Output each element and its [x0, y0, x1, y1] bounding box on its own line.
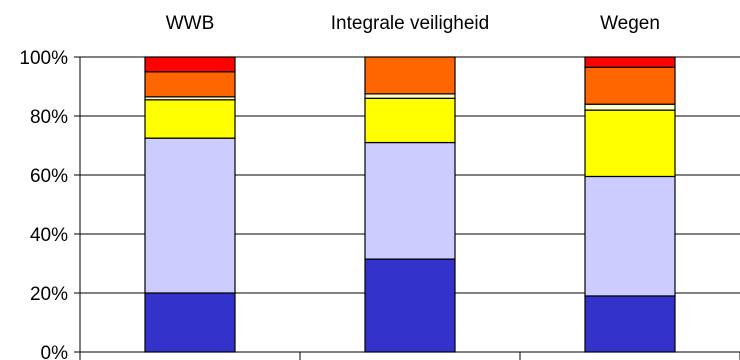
category-label: Integrale veiligheid: [331, 13, 489, 34]
axes: [79, 57, 740, 360]
bar-segment: [364, 258, 456, 353]
bar-segment: [364, 97, 456, 144]
bar-segment: [144, 71, 236, 98]
y-tick-label: 40%: [30, 225, 68, 246]
y-tick-label: 20%: [30, 284, 68, 305]
y-tick-label: 0%: [41, 343, 69, 360]
bar-segment: [584, 56, 676, 68]
bar-segment: [584, 109, 676, 178]
y-tick-label: 80%: [30, 107, 68, 128]
bar-segment: [364, 56, 456, 95]
bar-segment: [364, 93, 456, 99]
category-label: WWB: [166, 13, 215, 34]
category-labels: WWB Integrale veiligheid Wegen: [166, 13, 660, 34]
bar-segment: [144, 137, 236, 294]
bar-segment: [584, 66, 676, 105]
y-tick-label: 100%: [19, 48, 68, 69]
bar-segment: [584, 295, 676, 353]
category-label: Wegen: [600, 13, 660, 34]
bar-segment: [144, 292, 236, 353]
bars: [144, 56, 676, 353]
bar-segment: [584, 103, 676, 111]
y-tick-labels: 0% 20% 40% 60% 80% 100%: [19, 48, 68, 360]
bar-segment: [144, 99, 236, 139]
bar-segment: [364, 141, 456, 260]
bar-segment: [584, 175, 676, 297]
y-tick-label: 60%: [30, 166, 68, 187]
bar-segment: [144, 56, 236, 73]
